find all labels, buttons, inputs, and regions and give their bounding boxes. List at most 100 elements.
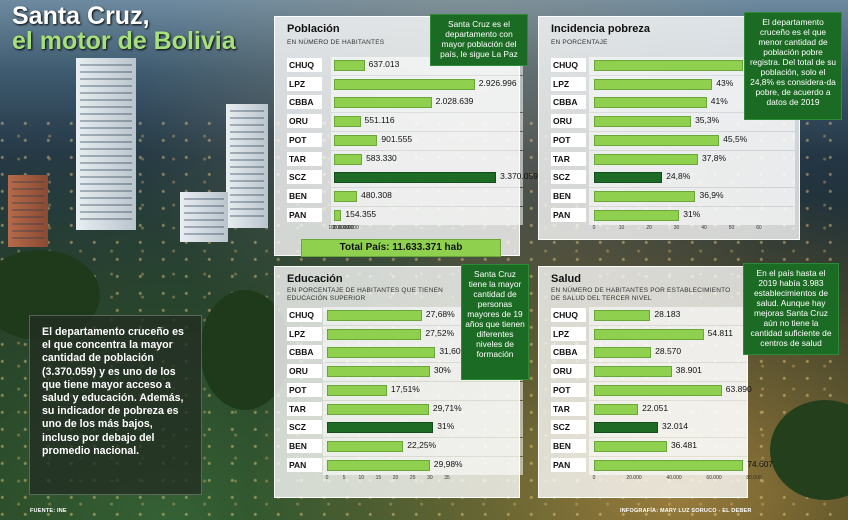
bar-chuq <box>594 310 651 321</box>
category-label: TAR <box>551 401 586 416</box>
tick-label: 25 <box>409 475 416 481</box>
tick-label: 40.000 <box>666 475 682 481</box>
poblacion-row-tar: TAR 583.330 <box>287 150 527 169</box>
tick-label: 10 <box>358 475 365 481</box>
bar-pan <box>594 209 680 221</box>
value-label: 3.370.059 <box>500 171 538 182</box>
poblacion-row-oru: ORU 551.116 <box>287 113 527 132</box>
salud-row-ben: BEN 36.481 <box>551 437 751 456</box>
salud-row-lpz: LPZ 54.811 <box>551 325 751 344</box>
poblacion-x-axis-ticks: 0 100.0000 200.0000 300.0000 <box>287 225 527 234</box>
value-label: 54.811 <box>707 327 733 338</box>
title-line-1: Santa Cruz, <box>12 2 150 30</box>
value-label: 31,60% <box>439 346 469 357</box>
bar-lpz <box>327 328 422 340</box>
value-label: 31% <box>683 208 701 219</box>
value-label: 32.014 <box>662 421 689 432</box>
category-label: CBBA <box>287 95 322 110</box>
salud-row-cbba: CBBA 28.570 <box>551 344 751 363</box>
value-label: 154.355 <box>345 208 377 219</box>
bar-oru <box>334 116 361 128</box>
pobreza-subtitle: EN PORCENTAJE <box>551 39 608 46</box>
value-label: 28.183 <box>654 309 681 319</box>
poblacion-total: Total País: 11.633.371 hab <box>301 239 501 257</box>
bar-tar <box>594 153 698 165</box>
category-label: TAR <box>551 151 586 166</box>
bar-cbba <box>334 97 432 109</box>
pobreza-row-pan: PAN 31% <box>551 206 799 225</box>
poblacion-row-cbba: CBBA 2.028.639 <box>287 94 527 113</box>
educacion-note: Santa Cruz tiene la mayor cantidad de pe… <box>461 264 529 380</box>
category-label: ORU <box>287 114 322 129</box>
tick-label: 10 <box>618 225 625 231</box>
bar-oru <box>594 116 692 128</box>
category-label: ORU <box>551 364 586 379</box>
bar-pot <box>594 134 720 146</box>
value-label: 29,98% <box>433 458 463 469</box>
tick-label: 60.000 <box>706 475 722 481</box>
building <box>76 58 136 230</box>
value-label: 63.890 <box>725 383 752 394</box>
category-label: LPZ <box>551 76 586 91</box>
poblacion-row-ben: BEN 480.308 <box>287 187 527 206</box>
value-label: 43% <box>716 77 734 88</box>
bar-ben <box>594 190 696 202</box>
category-label: POT <box>551 132 586 147</box>
tick-label: 35 <box>444 475 450 481</box>
bar-track <box>331 131 523 150</box>
poblacion-row-pan: PAN 154.355 <box>287 206 527 225</box>
bar-lpz <box>594 78 713 90</box>
tick-label: 200.0000 <box>333 225 355 231</box>
category-label: SCZ <box>551 420 586 435</box>
category-label: LPZ <box>287 76 322 91</box>
educacion-row-ben: BEN 22,25% <box>287 437 527 456</box>
bar-scz <box>594 422 659 434</box>
category-label: POT <box>287 382 322 397</box>
bar-chuq <box>327 310 422 321</box>
bar-tar <box>334 153 363 165</box>
bar-pan <box>334 209 342 221</box>
value-label: 38.901 <box>675 365 702 376</box>
educacion-subtitle: EN PORCENTAJE DE HABITANTES QUE TIENEN E… <box>287 287 444 302</box>
category-label: CBBA <box>287 345 322 360</box>
category-label: POT <box>551 382 586 397</box>
source-label: FUENTE: INE <box>30 508 67 514</box>
title-line-2: el motor de Bolivia <box>12 27 236 55</box>
bar-cbba <box>594 347 652 359</box>
salud-subtitle: EN NÚMERO DE HABITANTES POR ESTABLECIMIE… <box>551 287 731 302</box>
bar-ben <box>594 440 667 452</box>
value-label: 36.481 <box>670 439 697 450</box>
tick-label: 60 <box>756 225 762 231</box>
category-label: SCZ <box>287 170 322 185</box>
tick-label: 0 <box>332 225 336 231</box>
category-label: LPZ <box>287 326 322 341</box>
pobreza-row-oru: ORU 35,3% <box>551 113 799 132</box>
category-label: BEN <box>287 188 322 203</box>
bar-tar <box>594 403 639 415</box>
bar-chuq <box>594 60 744 71</box>
category-label: CHUQ <box>551 58 586 72</box>
salud-row-tar: TAR 22.051 <box>551 400 751 419</box>
pobreza-note: El departamento cruceño es el que menor … <box>744 12 842 120</box>
category-label: CHUQ <box>551 308 586 322</box>
category-label: PAN <box>287 457 322 472</box>
value-label: 27,68% <box>425 309 455 319</box>
category-label: TAR <box>287 401 322 416</box>
educacion-row-tar: TAR 29,71% <box>287 400 527 419</box>
building <box>226 104 268 228</box>
bar-lpz <box>594 328 704 340</box>
pobreza-row-cbba: CBBA 41% <box>551 94 799 113</box>
building <box>8 175 48 247</box>
value-label: 45,5% <box>723 133 748 144</box>
value-label: 17,51% <box>391 383 420 394</box>
bar-pot <box>327 384 388 396</box>
educacion-row-scz: SCZ 31% <box>287 419 527 438</box>
bar-scz <box>334 172 497 184</box>
bar-lpz <box>334 78 475 90</box>
category-label: PAN <box>551 207 586 222</box>
tick-label: 50 <box>728 225 735 231</box>
salud-row-pan: PAN 74.607 <box>551 456 773 475</box>
value-label: 37,8% <box>701 152 727 163</box>
bar-scz <box>594 172 663 184</box>
tick-label: 40 <box>701 225 707 231</box>
